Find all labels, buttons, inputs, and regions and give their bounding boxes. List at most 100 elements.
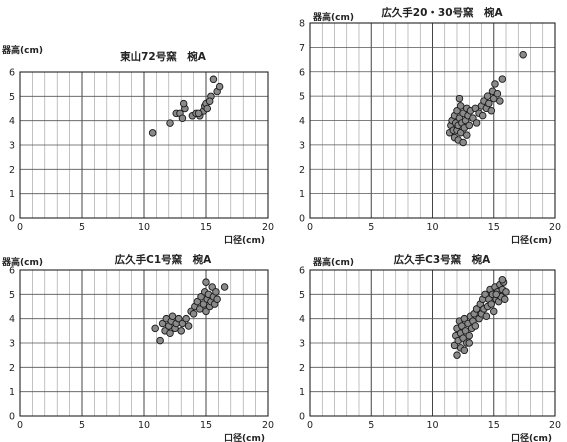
data-point [193, 297, 202, 306]
chart-panel-2: 0 1 2 3 4 5 6 7 8 0 5 10 15 20 広久手20・30号窯 椀A 器高(cm) 口径(c… [299, 6, 561, 246]
y-tick-label: 1 [9, 189, 15, 200]
data-point [194, 109, 203, 118]
data-point [463, 131, 471, 139]
x-tick-label: 5 [79, 420, 85, 431]
x-tick-label: 0 [307, 222, 313, 233]
x-tick-label: 10 [138, 222, 150, 233]
x-tick-label: 5 [368, 222, 374, 233]
y-tick-label: 4 [299, 314, 305, 325]
x-axis-label: 口径(cm) [511, 432, 552, 442]
data-point [493, 89, 502, 98]
data-point [472, 305, 481, 313]
x-tick-label: 20 [549, 222, 561, 233]
data-point [208, 283, 216, 291]
data-point [469, 114, 477, 122]
x-axis-label: 口径(cm) [224, 432, 265, 442]
chart-title: 東山72号窯 椀A [120, 50, 207, 63]
data-point [189, 310, 198, 318]
y-tick-label: 2 [299, 363, 305, 374]
data-point [492, 290, 500, 299]
y-axis-label: 器高(cm) [1, 256, 43, 268]
data-point [203, 104, 211, 113]
data-point [487, 300, 496, 308]
data-point [482, 312, 491, 320]
y-tick-label: 5 [9, 290, 15, 301]
x-tick-label: 5 [79, 222, 85, 233]
data-point [178, 319, 187, 328]
data-point [465, 339, 474, 347]
y-tick-label: 7 [299, 43, 305, 54]
x-tick-label: 10 [138, 420, 150, 431]
x-tick-label: 15 [488, 420, 500, 431]
data-point [496, 97, 504, 105]
y-tick-label: 4 [9, 116, 15, 127]
x-tick-label: 5 [368, 420, 374, 431]
data-point [184, 322, 193, 330]
data-point [456, 102, 465, 110]
x-tick-label: 20 [262, 222, 274, 233]
data-point [491, 80, 499, 88]
plot-frame [309, 22, 556, 219]
y-tick-label: 0 [299, 214, 305, 225]
y-tick-label: 6 [299, 67, 305, 78]
chart-panel-3: 0 1 2 3 4 5 6 0 5 10 15 20 広久手C1号窯 椀A 器高(cm) 口径(cm) [1, 253, 274, 442]
data-point [213, 295, 221, 303]
data-point [178, 114, 187, 122]
x-tick-label: 0 [17, 420, 23, 431]
data-point [209, 75, 218, 84]
data-point [179, 99, 188, 108]
data-point [459, 138, 467, 147]
data-point [220, 283, 229, 291]
y-tick-label: 4 [299, 116, 305, 127]
y-tick-label: 3 [299, 339, 305, 350]
data-point [202, 307, 210, 316]
data-point [455, 94, 464, 103]
data-point [498, 275, 507, 284]
data-point [212, 288, 220, 296]
data-point [168, 312, 177, 320]
x-axis-label: 口径(cm) [224, 234, 265, 246]
x-axis-label: 口径(cm) [511, 234, 552, 246]
data-point [197, 293, 205, 301]
plot-frame [19, 71, 269, 219]
data-point [174, 314, 183, 323]
y-tick-label: 5 [299, 290, 305, 301]
data-point [490, 307, 498, 316]
y-tick-label: 4 [9, 314, 15, 325]
y-tick-label: 6 [9, 266, 15, 277]
chart-title: 広久手20・30号窯 椀A [381, 6, 503, 19]
x-tick-label: 0 [17, 222, 23, 233]
y-tick-label: 1 [299, 189, 305, 200]
data-point [498, 75, 507, 83]
chart-title: 広久手C1号窯 椀A [115, 253, 213, 266]
data-point [148, 129, 157, 137]
data-point [156, 336, 164, 345]
data-point [487, 106, 496, 115]
y-tick-label: 0 [9, 214, 15, 225]
y-tick-label: 3 [9, 141, 15, 152]
data-point [501, 295, 509, 303]
x-tick-label: 15 [200, 420, 212, 431]
data-point [166, 119, 174, 127]
data-point [196, 305, 204, 313]
x-tick-label: 15 [488, 222, 500, 233]
data-point [472, 119, 481, 127]
y-tick-label: 3 [299, 140, 305, 151]
plot-frame [309, 269, 556, 417]
x-tick-label: 15 [200, 222, 212, 233]
y-tick-label: 5 [299, 92, 305, 103]
plot-frame [19, 269, 269, 417]
y-tick-label: 6 [299, 266, 305, 277]
chart-title: 広久手C3号窯 椀A [394, 253, 492, 266]
y-axis-label: 器高(cm) [312, 256, 354, 268]
data-point [151, 324, 159, 333]
data-point [199, 300, 208, 308]
x-tick-label: 20 [262, 420, 274, 431]
data-point [478, 111, 487, 120]
y-axis-label: 器高(cm) [1, 44, 43, 56]
y-tick-label: 2 [9, 363, 15, 374]
data-point [453, 351, 461, 359]
y-axis-label: 器高(cm) [312, 11, 354, 23]
data-point [481, 290, 489, 299]
x-tick-label: 0 [307, 420, 313, 431]
